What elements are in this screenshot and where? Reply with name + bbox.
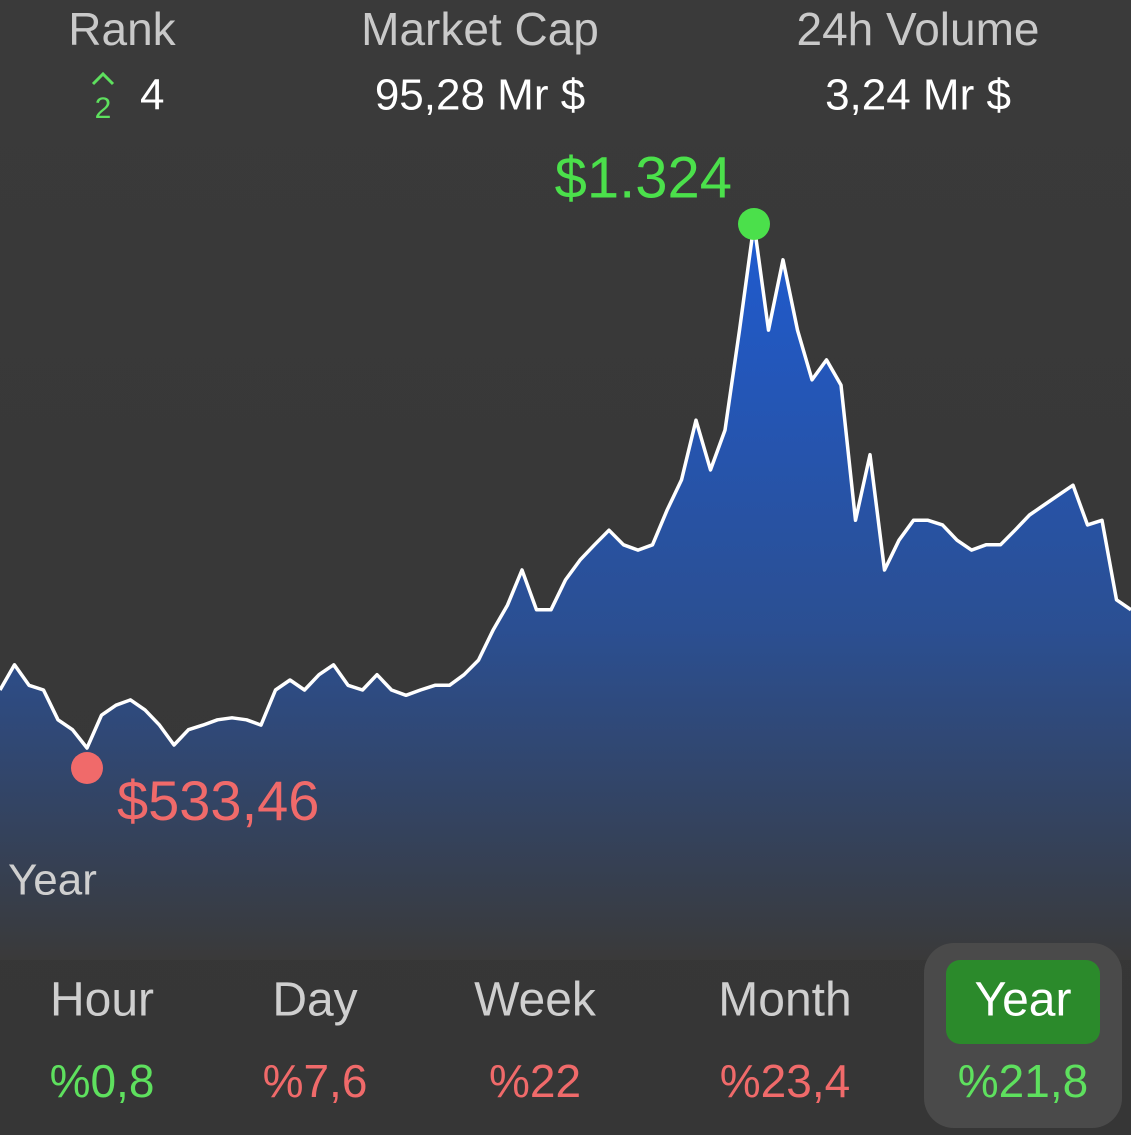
tab-label[interactable]: Hour — [50, 974, 154, 1027]
low-marker — [71, 752, 103, 784]
stat-label: 24h Volume — [797, 3, 1040, 55]
period-tabs: Hour %0,8 Day %7,6 Week %22 Month %23,4 Year %21,… — [50, 943, 1122, 1128]
price-chart: $1.324 $533,46 Year — [0, 145, 1131, 960]
stat-value: 95,28 Mr $ — [375, 71, 585, 120]
rank-up-arrow — [91, 71, 115, 86]
low-label: $533,46 — [117, 769, 319, 832]
price-area — [0, 224, 1131, 960]
tab-change: %7,6 — [263, 1055, 368, 1107]
high-label: $1.324 — [555, 145, 732, 210]
tab-change: %22 — [489, 1055, 581, 1107]
stat-label: Market Cap — [361, 3, 599, 55]
stat-label: Rank — [68, 3, 176, 55]
selected-tab-button[interactable] — [946, 960, 1100, 1044]
tab-label[interactable]: Day — [272, 974, 357, 1027]
price-line — [0, 222, 1131, 750]
tab-label[interactable]: Month — [718, 974, 851, 1027]
stat-value: 4 — [140, 71, 164, 120]
tab-change: %0,8 — [50, 1055, 155, 1107]
stat-value: 3,24 Mr $ — [825, 71, 1011, 120]
high-marker — [738, 208, 770, 240]
tab-change: %23,4 — [720, 1055, 850, 1107]
rank-change: 2 — [95, 92, 112, 125]
period-label: Year — [8, 856, 97, 905]
tab-label[interactable]: Week — [474, 974, 597, 1027]
tab-change: %21,8 — [958, 1055, 1088, 1107]
tab-label[interactable]: Year — [975, 974, 1072, 1027]
header: Rank 4 Market Cap 95,28 Mr $ 24h Volume 3,24 … — [68, 3, 1039, 125]
